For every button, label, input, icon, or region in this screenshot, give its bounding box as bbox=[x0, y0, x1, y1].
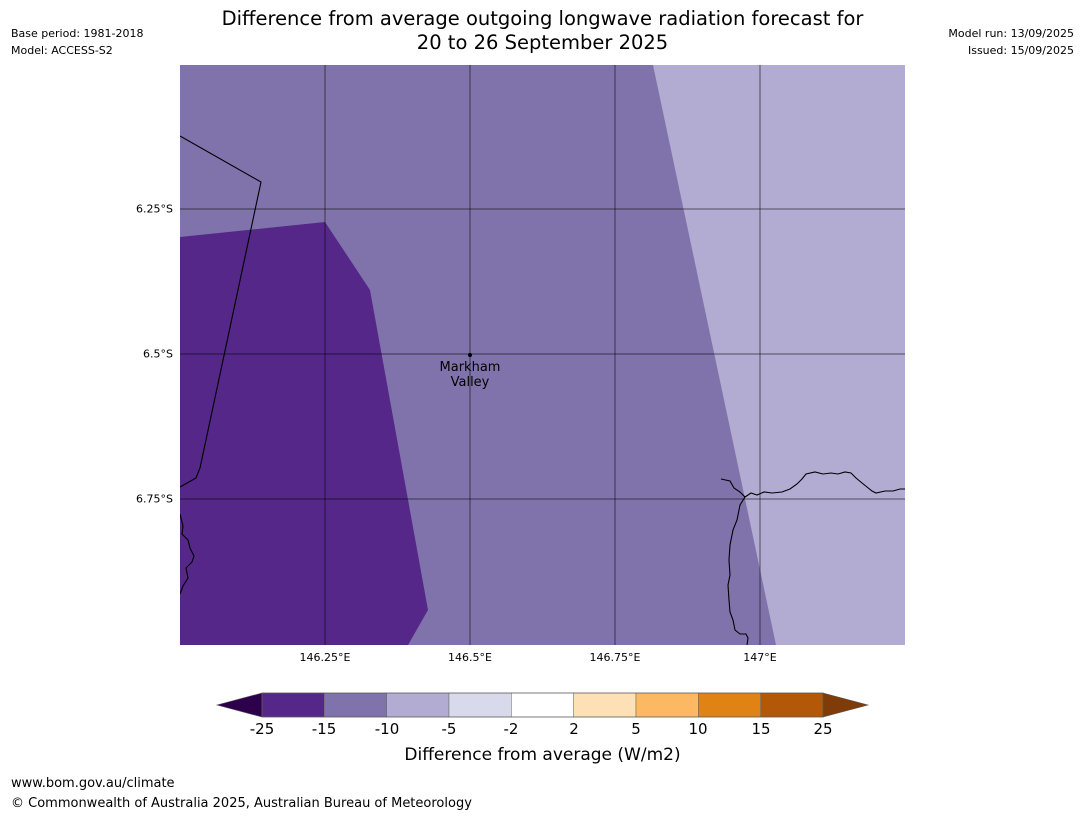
lon-label-146-5: 146.5°E bbox=[448, 651, 492, 664]
map-canvas[interactable] bbox=[0, 0, 1085, 700]
markham-valley-marker[interactable] bbox=[468, 353, 472, 357]
footer-url[interactable]: www.bom.gov.au/climate bbox=[11, 776, 175, 791]
lon-label-146-25: 146.25°E bbox=[299, 651, 351, 664]
coastline-east bbox=[720, 471, 905, 498]
colorbar-tick-3: -5 bbox=[441, 720, 457, 738]
lon-label-147: 147°E bbox=[743, 651, 777, 664]
lat-label-6-25: 6.25°S bbox=[136, 202, 173, 216]
colorbar-tick-2: -10 bbox=[374, 720, 400, 738]
colorbar-tick-7: 10 bbox=[688, 720, 708, 738]
anomaly-band-minus25-minus15 bbox=[180, 222, 428, 645]
lat-label-6-75: 6.75°S bbox=[136, 492, 173, 506]
border-line bbox=[180, 135, 262, 488]
boundaries bbox=[180, 135, 905, 645]
footer: www.bom.gov.au/climate © Commonwealth of… bbox=[11, 774, 472, 814]
map-title: Difference from average outgoing longwav… bbox=[142, 7, 943, 55]
colorbar-tick-1: -15 bbox=[311, 720, 337, 738]
header-right-info: Model run: 13/09/2025 Issued: 15/09/2025 bbox=[948, 25, 1074, 59]
issued-text: Issued: 15/09/2025 bbox=[967, 44, 1074, 57]
base-period-text: Base period: 1981-2018 bbox=[11, 27, 144, 40]
header-left-info: Base period: 1981-2018 Model: ACCESS-S2 bbox=[11, 25, 143, 59]
map-title-line1: Difference from average outgoing longwav… bbox=[221, 7, 864, 30]
colorbar-tick-9: 25 bbox=[813, 720, 833, 738]
place-label-line2: Valley bbox=[450, 375, 490, 390]
coastline-west bbox=[180, 513, 195, 595]
footer-copyright: © Commonwealth of Australia 2025, Austra… bbox=[11, 796, 472, 811]
place-label-line1: Markham bbox=[439, 360, 501, 375]
colorbar-tick-8: 15 bbox=[751, 720, 771, 738]
lat-label-6-5: 6.5°S bbox=[143, 347, 173, 361]
place-label-markham-valley: Markham Valley bbox=[420, 360, 520, 390]
coastline-east-south bbox=[727, 496, 749, 645]
model-run-text: Model run: 13/09/2025 bbox=[948, 27, 1074, 40]
colorbar-tick-4: -2 bbox=[503, 720, 519, 738]
colorbar-tick-0: -25 bbox=[249, 720, 275, 738]
colorbar-tick-5: 2 bbox=[569, 720, 579, 738]
anomaly-band-minus10-minus5 bbox=[653, 65, 905, 645]
map-title-line2: 20 to 26 September 2025 bbox=[416, 31, 669, 54]
colorbar-tick-6: 5 bbox=[631, 720, 641, 738]
map-area bbox=[180, 65, 905, 645]
model-text: Model: ACCESS-S2 bbox=[11, 44, 113, 57]
lon-label-146-75: 146.75°E bbox=[589, 651, 641, 664]
colorbar-label: Difference from average (W/m2) bbox=[404, 745, 681, 765]
